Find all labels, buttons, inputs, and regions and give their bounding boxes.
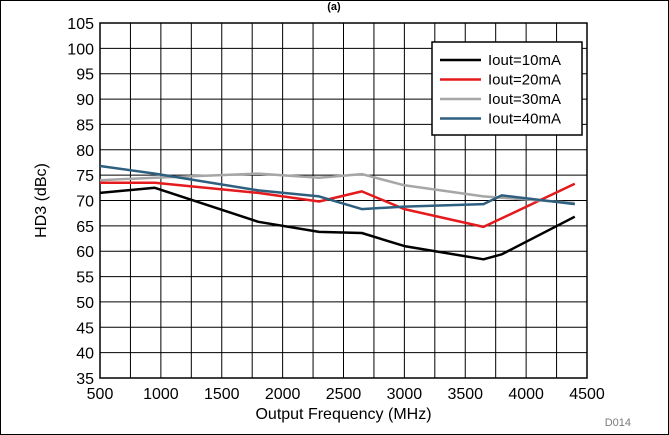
- x-tick-label: 500: [87, 386, 114, 403]
- legend-label: Iout=10mA: [488, 52, 561, 69]
- legend-label: Iout=20mA: [488, 72, 561, 89]
- series-line-2: [100, 181, 576, 229]
- series-line-4: [99, 164, 575, 211]
- y-tick-label: 75: [76, 168, 94, 185]
- series-line-3: [99, 172, 575, 205]
- x-tick-label: 2500: [326, 386, 362, 403]
- legend-label: Iout=30mA: [488, 91, 561, 108]
- top-caption: (a): [327, 1, 341, 13]
- y-tick-label: 50: [76, 295, 94, 312]
- series-layer: [99, 164, 576, 261]
- y-tick-label: 65: [76, 219, 94, 236]
- y-tick-labels: 35 40 45 50 55 60 65 70 75 80 85 90 95 100 105: [67, 16, 94, 388]
- x-tick-label: 4000: [508, 386, 544, 403]
- x-tick-label: 3000: [387, 386, 423, 403]
- x-tick-label: 1000: [143, 386, 179, 403]
- figure-id: D014: [605, 417, 631, 429]
- x-tick-label: 1500: [204, 386, 240, 403]
- y-tick-label: 60: [76, 244, 94, 261]
- y-tick-label: 100: [67, 41, 94, 58]
- y-tick-label: 35: [76, 371, 94, 388]
- x-tick-label: 2000: [265, 386, 301, 403]
- x-tick-label: 4500: [569, 386, 605, 403]
- y-tick-label: 45: [76, 320, 94, 337]
- x-axis-label: Output Frequency (MHz): [255, 406, 431, 423]
- y-tick-label: 55: [76, 270, 94, 287]
- y-tick-label: 90: [76, 92, 94, 109]
- legend-label: Iout=40mA: [488, 111, 561, 128]
- plot-border: [99, 22, 588, 379]
- x-tick-labels: 500 1000 1500 2000 2500 3000 3500 4000 4500: [87, 386, 605, 403]
- x-tick-label: 3500: [447, 386, 483, 403]
- y-tick-label: 95: [76, 67, 94, 84]
- y-tick-label: 105: [67, 16, 94, 33]
- y-tick-label: 40: [76, 346, 94, 363]
- y-axis-label: HD3 (dBc): [33, 163, 50, 238]
- y-tick-label: 85: [76, 117, 94, 134]
- series-line-1: [99, 186, 576, 261]
- y-tick-label: 80: [76, 143, 94, 160]
- legend: Iout=10mA Iout=20mA Iout=30mA Iout=40mA: [431, 41, 583, 136]
- y-tick-label: 70: [76, 194, 94, 211]
